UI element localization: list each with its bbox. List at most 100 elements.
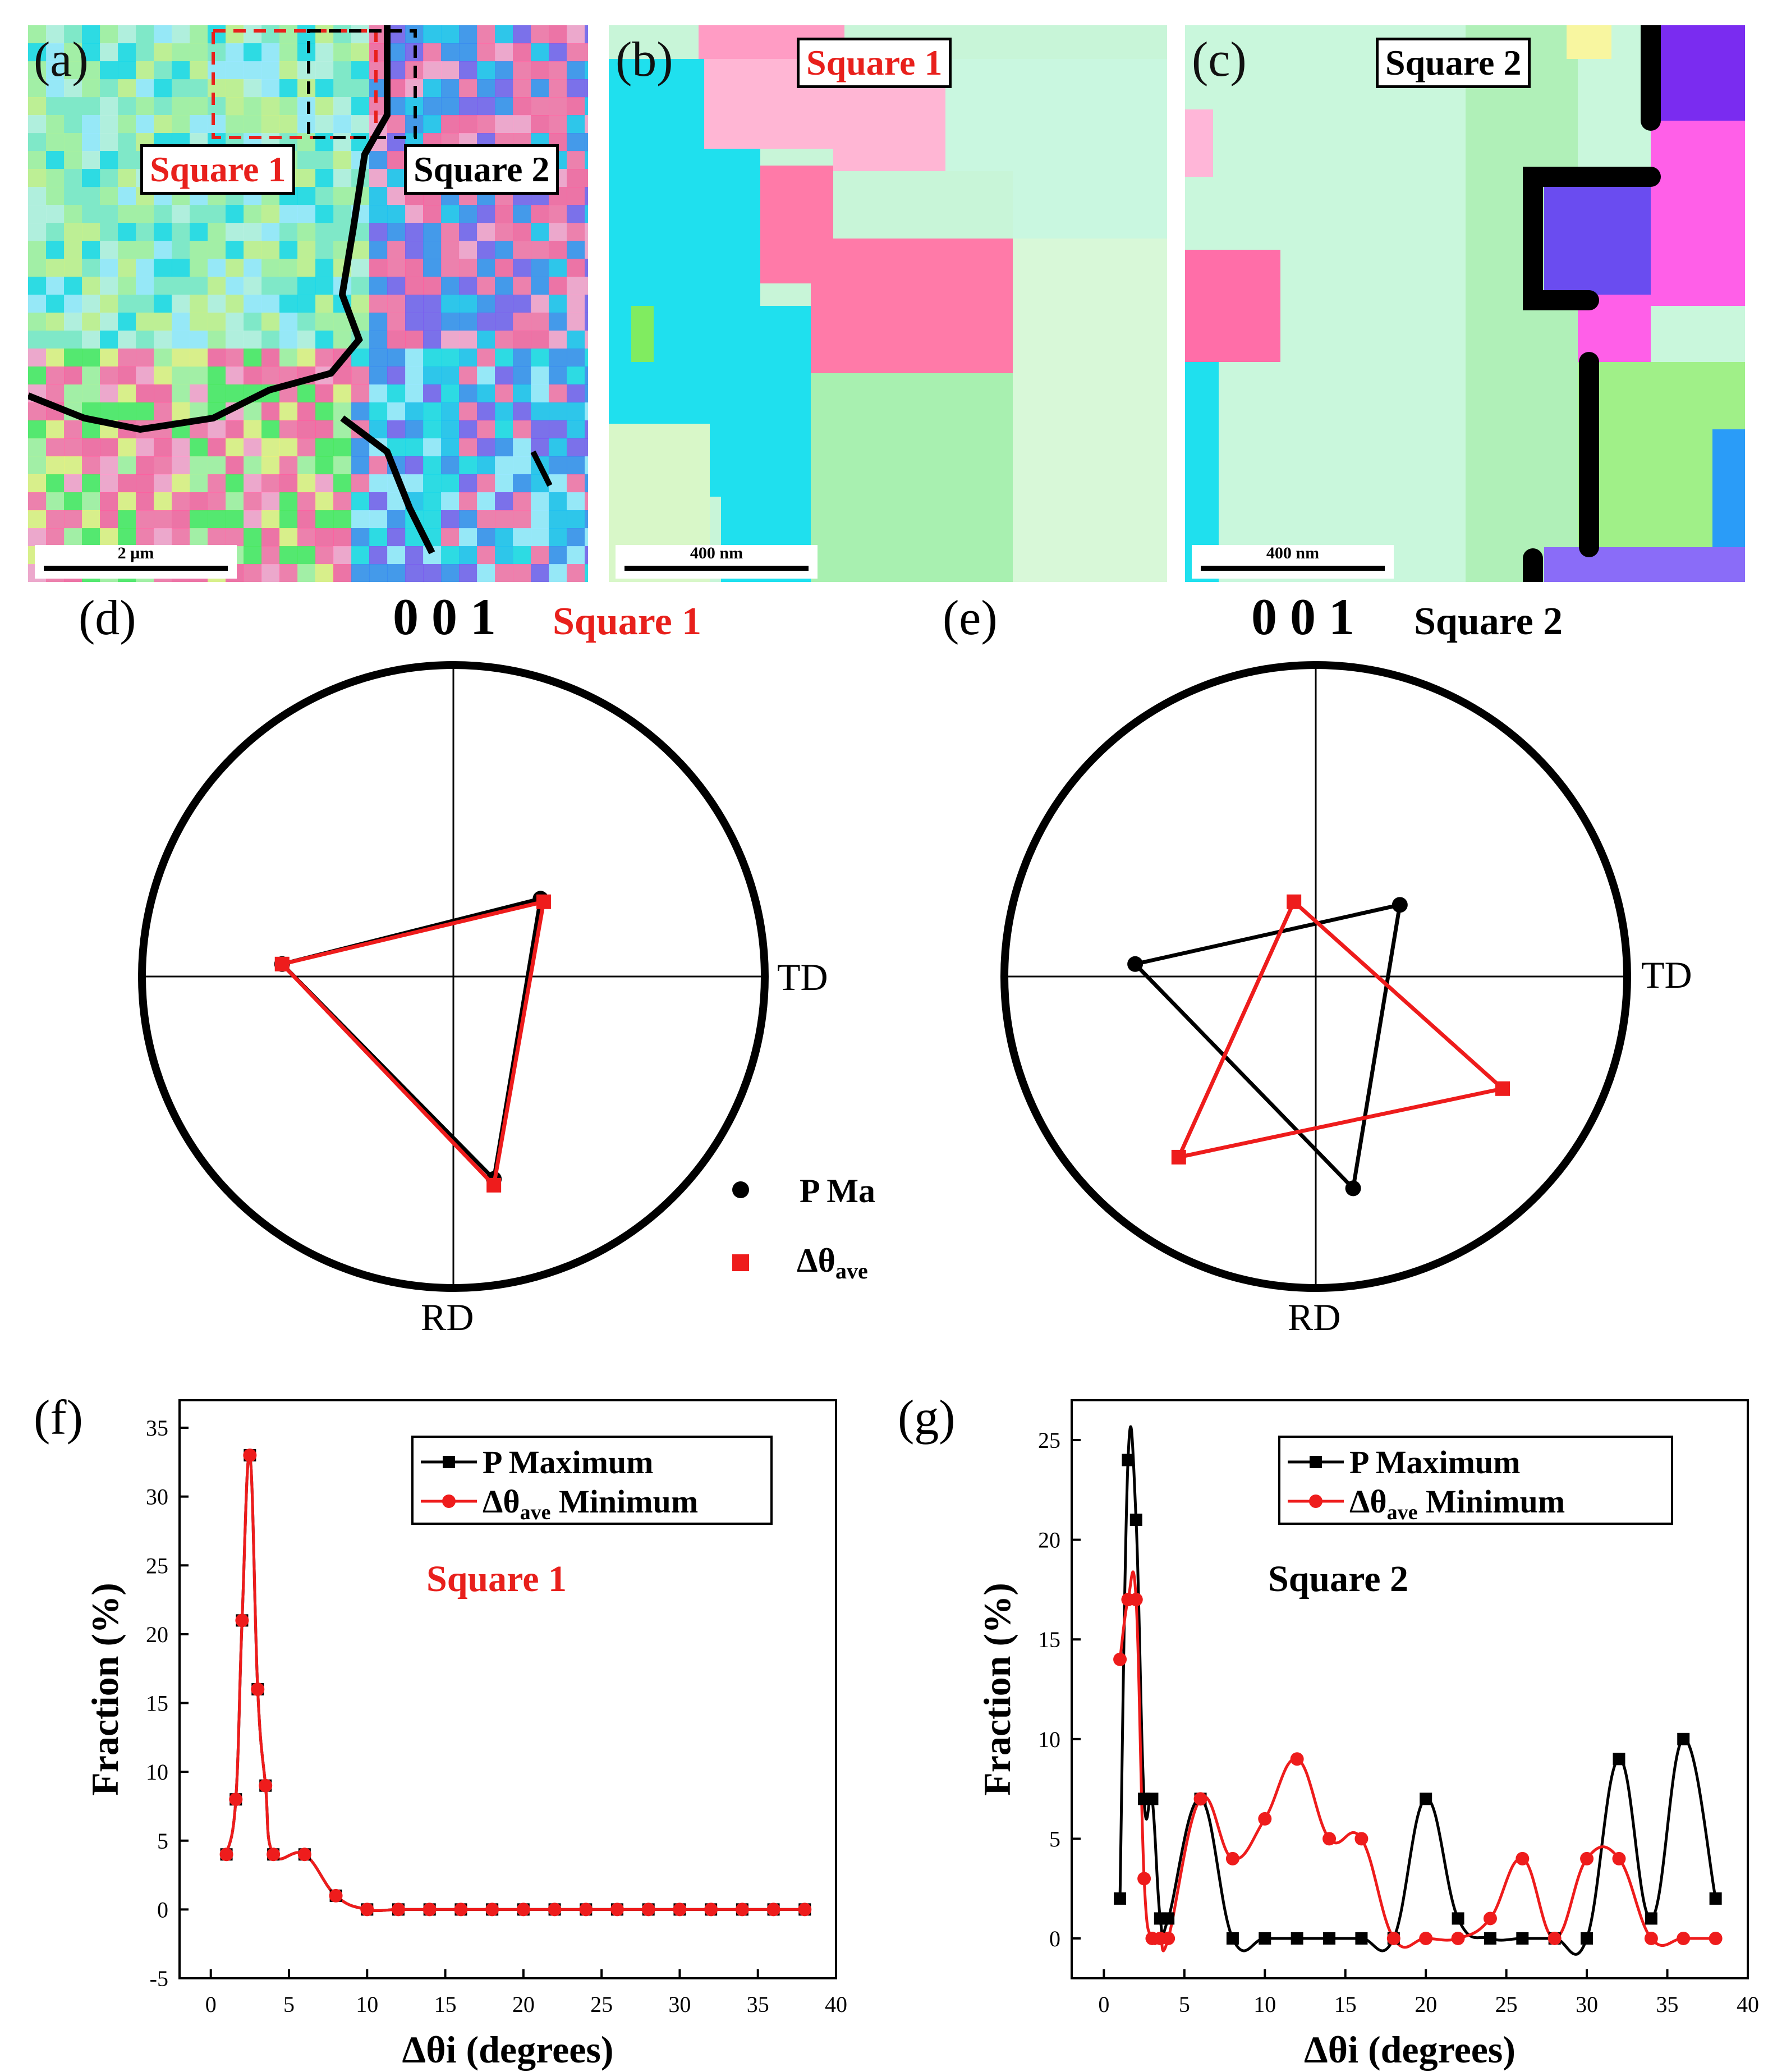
orientation-pixel bbox=[477, 349, 495, 367]
y-tick-label: 0 bbox=[157, 1897, 168, 1922]
orientation-pixel bbox=[441, 115, 460, 134]
orientation-pixel bbox=[459, 295, 477, 313]
orientation-pixel bbox=[315, 133, 334, 152]
data-point-p-max bbox=[1323, 1932, 1336, 1945]
orientation-pixel bbox=[261, 259, 280, 277]
y-tick-label: 0 bbox=[1049, 1926, 1060, 1951]
orientation-pixel bbox=[549, 546, 567, 565]
data-point-dtheta-min bbox=[1580, 1851, 1594, 1865]
orientation-pixel bbox=[441, 420, 460, 439]
orientation-pixel bbox=[297, 420, 316, 439]
orientation-pixel bbox=[82, 474, 100, 493]
orientation-pixel bbox=[495, 79, 513, 98]
legend-box bbox=[1278, 1436, 1673, 1525]
pole-point-dtheta-min bbox=[486, 1177, 502, 1193]
orientation-pixel bbox=[441, 402, 460, 421]
orientation-pixel bbox=[549, 492, 567, 511]
orientation-pixel bbox=[64, 474, 82, 493]
orientation-pixel bbox=[82, 528, 100, 547]
orientation-pixel bbox=[28, 169, 47, 187]
x-tick-label: 5 bbox=[283, 1992, 295, 2017]
orientation-pixel bbox=[136, 223, 154, 241]
orientation-pixel bbox=[495, 241, 513, 259]
orientation-pixel bbox=[441, 492, 460, 511]
orientation-pixel bbox=[82, 331, 100, 349]
orientation-pixel bbox=[585, 241, 588, 259]
orientation-pixel bbox=[531, 205, 549, 223]
orientation-pixel bbox=[118, 223, 136, 241]
orientation-pixel bbox=[136, 510, 154, 529]
data-point-dtheta-min bbox=[235, 1613, 249, 1628]
orientation-pixel bbox=[531, 295, 549, 313]
orientation-pixel bbox=[46, 205, 65, 223]
orientation-pixel bbox=[28, 187, 47, 205]
orientation-pixel bbox=[459, 313, 477, 331]
orientation-pixel bbox=[549, 438, 567, 457]
orientation-pixel bbox=[387, 546, 406, 565]
orientation-pixel bbox=[28, 474, 47, 493]
orientation-pixel bbox=[154, 43, 172, 62]
x-tick-label: 15 bbox=[1334, 1992, 1357, 2017]
orientation-pixel bbox=[513, 366, 531, 385]
orientation-pixel bbox=[315, 295, 334, 313]
orientation-pixel bbox=[118, 402, 136, 421]
orientation-pixel bbox=[333, 546, 352, 565]
x-tick-label: 0 bbox=[205, 1992, 217, 2017]
orientation-pixel bbox=[531, 25, 549, 44]
orientation-pixel bbox=[351, 456, 370, 475]
y-tick-label: 20 bbox=[1038, 1528, 1060, 1553]
orientation-pixel bbox=[405, 474, 424, 493]
orientation-pixel bbox=[477, 474, 495, 493]
legend-label-p-max: P Maximum bbox=[800, 1172, 875, 1209]
orientation-pixel bbox=[387, 259, 406, 277]
orientation-pixel bbox=[495, 438, 513, 457]
orientation-pixel bbox=[513, 205, 531, 223]
orientation-pixel bbox=[477, 25, 495, 44]
orientation-pixel bbox=[279, 79, 298, 98]
orientation-pixel bbox=[531, 313, 549, 331]
orientation-pixel bbox=[297, 79, 316, 98]
orientation-pixel bbox=[190, 97, 208, 116]
orientation-pixel bbox=[351, 546, 370, 565]
orientation-pixel bbox=[315, 97, 334, 116]
orientation-pixel bbox=[297, 61, 316, 80]
orientation-pixel bbox=[513, 402, 531, 421]
orientation-pixel bbox=[244, 97, 262, 116]
orientation-pixel bbox=[567, 277, 585, 295]
orientation-pixel bbox=[423, 313, 442, 331]
orientation-pixel bbox=[82, 510, 100, 529]
orientation-pixel bbox=[369, 349, 388, 367]
orientation-pixel bbox=[459, 456, 477, 475]
orientation-pixel bbox=[333, 474, 352, 493]
orientation-pixel bbox=[531, 384, 549, 403]
y-tick-label: 5 bbox=[157, 1828, 168, 1854]
orientation-pixel bbox=[226, 241, 244, 259]
orientation-pixel bbox=[351, 115, 370, 134]
x-tick-label: 30 bbox=[1576, 1992, 1598, 2017]
orientation-pixel bbox=[208, 510, 226, 529]
panel-label: (f) bbox=[34, 1391, 83, 1445]
orientation-pixel bbox=[118, 205, 136, 223]
orientation-pixel bbox=[441, 564, 460, 582]
grain-boundary bbox=[530, 450, 553, 487]
orientation-pixel bbox=[28, 402, 47, 421]
orientation-pixel bbox=[549, 223, 567, 241]
orientation-pixel bbox=[154, 25, 172, 44]
orientation-pixel bbox=[315, 331, 334, 349]
scale-bar: 400 nm bbox=[1192, 544, 1394, 579]
orientation-pixel bbox=[459, 564, 477, 582]
orientation-pixel bbox=[118, 25, 136, 44]
data-point-dtheta-min bbox=[259, 1778, 273, 1793]
orientation-pixel bbox=[315, 528, 334, 547]
orientation-pixel bbox=[100, 151, 118, 169]
orientation-pixel bbox=[154, 331, 172, 349]
orientation-pixel bbox=[154, 115, 172, 134]
orientation-pixel bbox=[190, 510, 208, 529]
orientation-pixel bbox=[333, 205, 352, 223]
data-point-dtheta-min bbox=[641, 1903, 655, 1917]
orientation-pixel bbox=[459, 546, 477, 565]
orientation-pixel bbox=[208, 295, 226, 313]
orientation-pixel bbox=[567, 295, 585, 313]
orientation-pixel bbox=[279, 349, 298, 367]
orientation-pixel bbox=[513, 25, 531, 44]
